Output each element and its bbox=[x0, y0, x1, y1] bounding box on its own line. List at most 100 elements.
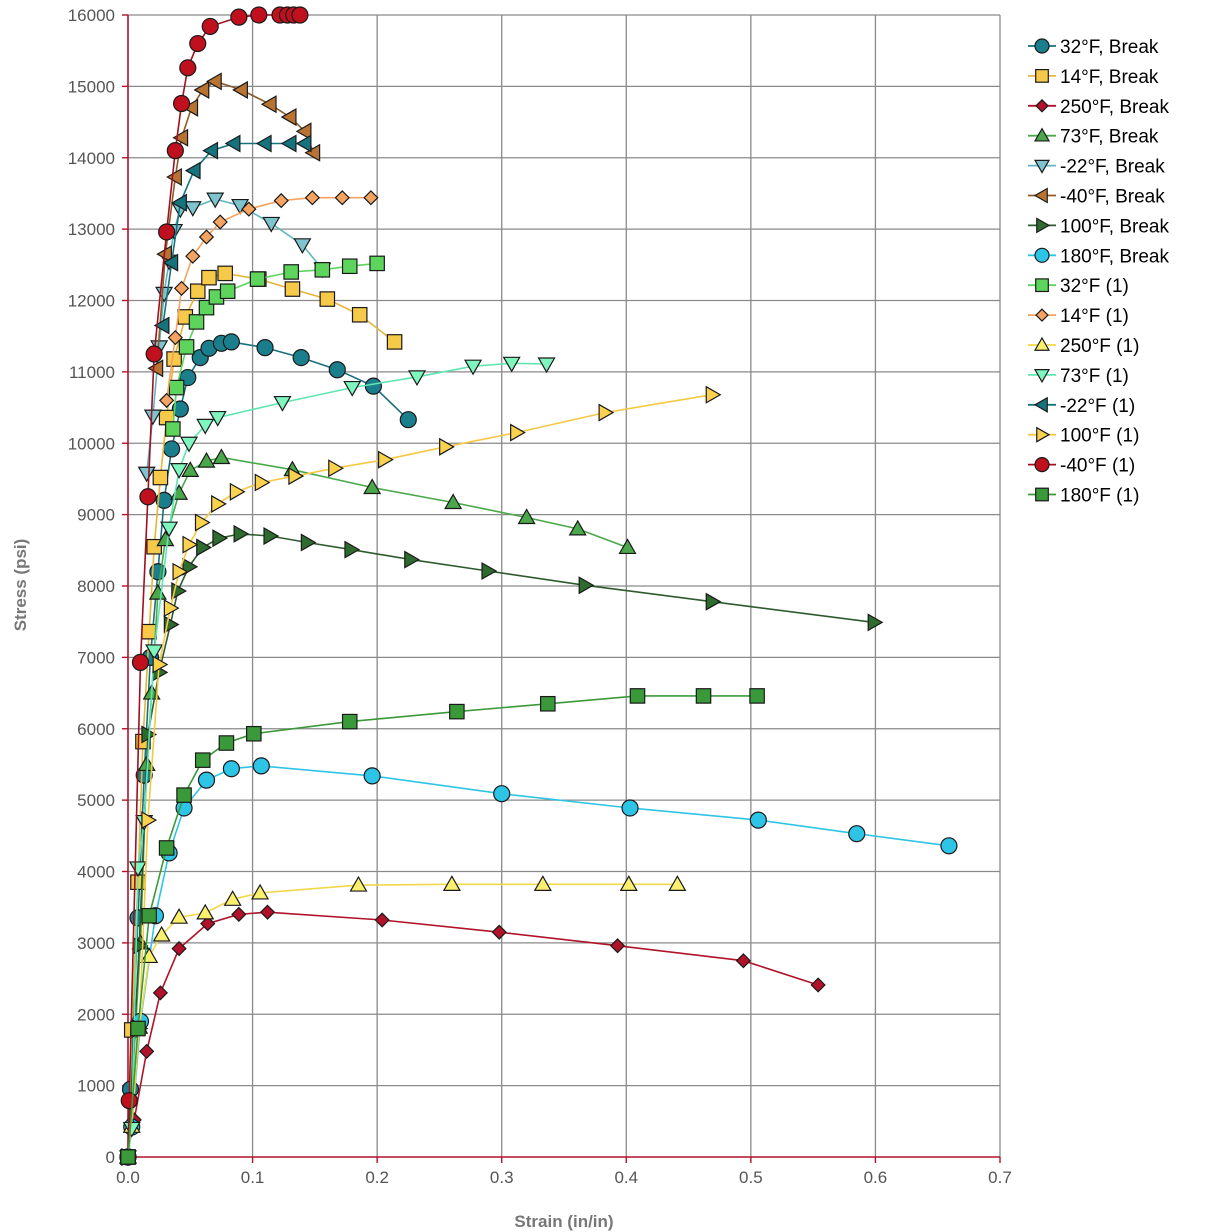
data-point bbox=[328, 361, 346, 379]
y-tick-label: 7000 bbox=[77, 648, 115, 667]
data-point bbox=[176, 787, 192, 803]
x-tick-label: 0.0 bbox=[116, 1168, 140, 1187]
data-point bbox=[139, 488, 157, 506]
data-point bbox=[139, 1043, 155, 1060]
series-180-f-1 bbox=[120, 688, 765, 1165]
legend-label: 180°F (1) bbox=[1060, 486, 1139, 507]
data-point bbox=[407, 370, 427, 387]
data-point bbox=[568, 519, 587, 536]
data-point bbox=[206, 192, 225, 209]
data-point bbox=[185, 248, 201, 264]
data-point bbox=[246, 725, 262, 742]
data-point bbox=[183, 201, 202, 217]
data-point bbox=[288, 467, 305, 486]
y-tick-label: 1000 bbox=[77, 1077, 115, 1096]
data-point bbox=[171, 193, 187, 212]
y-tick-label: 2000 bbox=[77, 1005, 115, 1024]
y-tick-label: 11000 bbox=[69, 363, 115, 382]
y-tick-label: 5000 bbox=[77, 791, 115, 810]
data-point bbox=[229, 482, 246, 501]
data-point bbox=[163, 599, 180, 618]
data-point bbox=[181, 461, 200, 477]
legend-label: -22°F, Break bbox=[1060, 157, 1165, 178]
x-tick-label: 0.7 bbox=[988, 1168, 1012, 1187]
series-22-f-1 bbox=[153, 134, 312, 335]
data-point bbox=[364, 377, 383, 395]
legend-marker bbox=[1035, 68, 1049, 83]
data-point bbox=[273, 395, 292, 412]
chart-legend: 32°F, Break 14°F, Break 250°F, Break 73°F, … bbox=[1028, 37, 1169, 507]
series-line bbox=[127, 883, 678, 1158]
data-point bbox=[201, 269, 217, 286]
data-point bbox=[262, 216, 281, 233]
legend-marker bbox=[1034, 457, 1050, 473]
series-32-f-break bbox=[119, 333, 417, 1166]
data-point bbox=[202, 141, 219, 160]
legend-item: 32°F, Break bbox=[1028, 37, 1159, 58]
data-point bbox=[292, 349, 310, 367]
data-point bbox=[162, 253, 179, 272]
data-point bbox=[848, 825, 866, 843]
data-point bbox=[369, 255, 385, 272]
series-line bbox=[127, 911, 819, 1158]
data-point bbox=[146, 538, 162, 555]
legend-label: 14°F (1) bbox=[1060, 306, 1129, 327]
legend-marker bbox=[1035, 487, 1049, 502]
data-point bbox=[609, 938, 626, 954]
data-point bbox=[208, 410, 227, 427]
legend-item: 32°F (1) bbox=[1028, 276, 1129, 297]
series-line bbox=[127, 393, 713, 1158]
data-point bbox=[867, 613, 884, 632]
data-point bbox=[130, 1020, 146, 1037]
y-tick-label: 10000 bbox=[68, 434, 115, 453]
series-14-f-1 bbox=[158, 190, 379, 409]
legend-label: -40°F, Break bbox=[1060, 187, 1165, 208]
data-point bbox=[189, 283, 206, 300]
data-point bbox=[158, 392, 175, 409]
data-point bbox=[170, 463, 189, 479]
data-point bbox=[259, 904, 276, 920]
data-point bbox=[171, 400, 189, 418]
data-point bbox=[188, 314, 205, 330]
data-point bbox=[145, 345, 163, 363]
data-point bbox=[141, 623, 157, 640]
legend-label: -22°F (1) bbox=[1060, 396, 1135, 417]
data-point bbox=[481, 561, 498, 581]
data-point bbox=[250, 6, 268, 24]
legend-marker bbox=[1035, 278, 1049, 293]
legend-marker bbox=[1033, 369, 1051, 384]
legend-label: 250°F, Break bbox=[1060, 97, 1169, 118]
legend-item: 180°F, Break bbox=[1028, 246, 1169, 267]
data-point bbox=[167, 329, 183, 346]
legend-label: 100°F (1) bbox=[1060, 426, 1139, 447]
data-point bbox=[160, 521, 179, 538]
series-40-f-1 bbox=[119, 6, 309, 1166]
data-point bbox=[328, 459, 344, 478]
data-point bbox=[517, 508, 536, 525]
legend-marker bbox=[1036, 217, 1051, 234]
data-point bbox=[254, 473, 271, 492]
legend-marker bbox=[1035, 308, 1049, 322]
data-point bbox=[158, 840, 175, 856]
data-point bbox=[295, 134, 312, 153]
data-point bbox=[212, 214, 228, 230]
legend-marker bbox=[1033, 127, 1051, 142]
data-point bbox=[223, 890, 242, 906]
legend-label: 32°F, Break bbox=[1060, 37, 1159, 58]
data-point bbox=[171, 940, 187, 957]
data-point bbox=[749, 688, 765, 704]
data-point bbox=[334, 190, 350, 206]
data-point bbox=[735, 953, 752, 969]
data-point bbox=[449, 703, 465, 720]
series-32-f-1 bbox=[165, 255, 385, 437]
data-point bbox=[165, 421, 181, 437]
data-point bbox=[212, 529, 229, 548]
data-point bbox=[378, 450, 394, 469]
legend-marker bbox=[1033, 396, 1048, 413]
data-point bbox=[363, 478, 382, 495]
data-point bbox=[255, 134, 272, 153]
legend-item: 14°F (1) bbox=[1028, 306, 1129, 327]
y-tick-label: 8000 bbox=[77, 577, 115, 596]
legend-item: -40°F (1) bbox=[1028, 456, 1135, 477]
